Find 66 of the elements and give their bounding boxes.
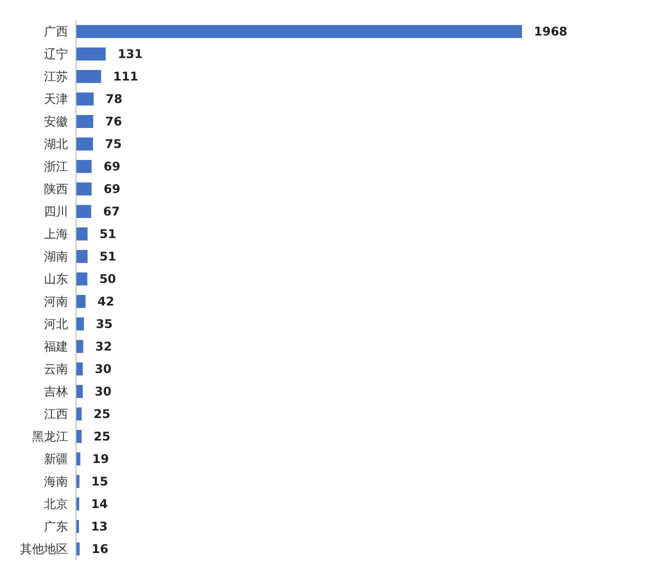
y-tick-label: 黑龙江 [32,430,68,444]
data-label: 25 [94,430,110,444]
bar [76,250,88,263]
y-tick-label: 新疆 [44,452,68,466]
y-tick-label: 北京 [44,497,68,512]
data-label: 16 [92,542,108,556]
y-tick-label: 吉林 [44,384,68,399]
bar [76,24,522,38]
bar [76,272,88,286]
y-tick-label: 广西 [44,24,68,39]
y-tick-label: 上海 [44,227,68,242]
data-label: 51 [100,227,116,242]
data-label: 67 [103,204,120,219]
data-label: 13 [90,520,108,534]
bar [76,114,94,128]
data-label: 35 [96,317,113,332]
data-label: 76 [105,114,122,129]
y-tick-label: 陕西 [44,182,68,196]
y-tick-label: 云南 [44,362,68,376]
data-label: 14 [91,497,108,512]
bar [76,384,83,398]
y-tick-label: 湖北 [44,137,68,152]
data-label: 25 [94,407,110,422]
data-label: 75 [104,137,122,152]
y-tick-label: 海南 [44,474,68,489]
bar [76,70,102,83]
bar [76,137,93,150]
bar [76,182,92,196]
bar [76,47,106,60]
y-tick-label: 湖南 [44,250,68,264]
bar [76,92,94,106]
data-label: 69 [104,160,120,174]
data-label: 30 [94,384,112,399]
y-tick-label: 江苏 [44,70,68,84]
data-label: 50 [99,272,116,286]
y-tick-label: 安徽 [44,114,68,129]
bar [76,452,80,466]
y-tick-label: 辽宁 [44,47,68,62]
bar [76,362,83,376]
y-tick-label: 浙江 [44,160,68,174]
data-label: 131 [118,47,143,62]
y-tick-label: 福建 [44,340,68,354]
data-label: 51 [100,250,116,264]
y-tick-label: 河南 [44,294,68,309]
data-label: 15 [91,474,108,489]
bar [76,160,92,173]
data-label: 1968 [534,24,568,39]
data-label: 32 [95,340,112,354]
bar [76,204,92,218]
y-tick-label: 河北 [44,317,68,332]
y-tick-label: 山东 [44,272,68,286]
y-tick-label: 江西 [44,407,68,422]
bar [76,227,88,240]
y-tick-label: 广东 [44,520,68,534]
y-tick-label: 四川 [44,204,68,219]
bar [76,317,84,330]
bar [76,340,84,353]
data-label: 30 [94,362,112,376]
data-label: 69 [104,182,120,196]
data-label: 111 [113,70,138,84]
y-tick-label: 其他地区 [20,542,68,556]
bar [76,294,86,308]
data-label: 78 [106,92,122,106]
data-label: 19 [92,452,110,466]
y-tick-label: 天津 [44,92,68,106]
data-label: 42 [98,294,114,309]
